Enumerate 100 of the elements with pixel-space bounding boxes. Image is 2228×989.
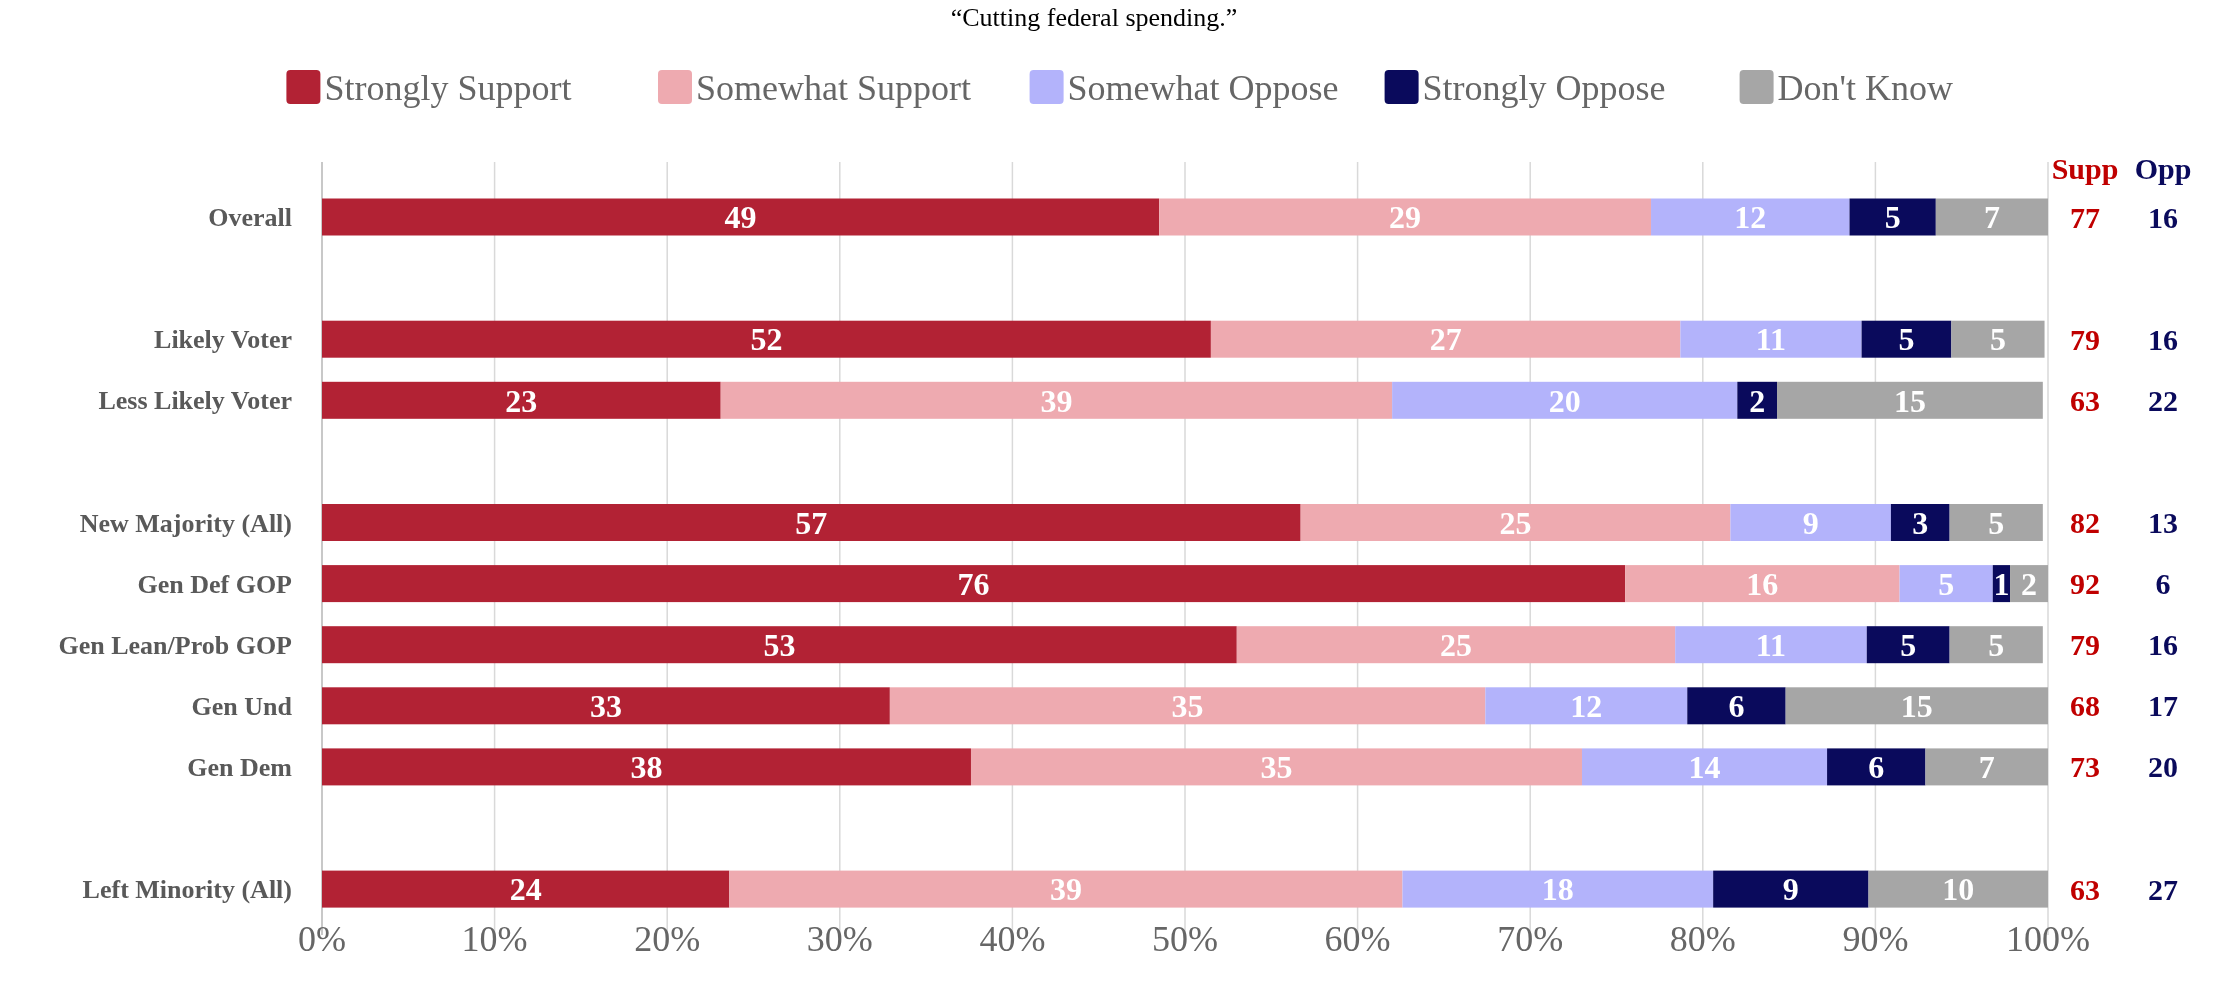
bar — [1861, 320, 1952, 358]
bar — [1866, 626, 1950, 664]
data-label: 52 — [750, 321, 783, 358]
data-label: 2 — [1749, 382, 1766, 419]
x-tick-label: 80% — [1669, 918, 1736, 959]
data-label: 57 — [795, 504, 828, 541]
x-tick-label: 20% — [634, 918, 701, 959]
x-tick-label: 70% — [1497, 918, 1564, 959]
data-label: 3 — [1912, 504, 1929, 541]
data-label: 35 — [1260, 749, 1293, 786]
bar — [889, 687, 1486, 725]
x-tick-label: 10% — [461, 918, 528, 959]
data-label: 29 — [1389, 199, 1422, 236]
data-label: 7 — [1978, 749, 1995, 786]
data-label: 5 — [1989, 321, 2006, 358]
bar — [1687, 687, 1786, 725]
text: 6 — [2155, 567, 2171, 601]
bar — [322, 198, 1160, 236]
bar — [970, 748, 1582, 786]
data-label: 11 — [1755, 626, 1787, 663]
data-label: 9 — [1802, 504, 1819, 541]
data-label: 20 — [1548, 382, 1581, 419]
bar — [1899, 565, 1993, 603]
data-label: 33 — [589, 688, 622, 724]
bar — [1210, 320, 1681, 358]
x-tick-label: 100% — [2006, 918, 2090, 959]
data-label: 5 — [1898, 321, 1915, 358]
data-label: 39 — [1049, 871, 1082, 908]
text: 22 — [2148, 383, 2178, 417]
data-label: 53 — [763, 626, 796, 663]
text: 16 — [2148, 200, 2178, 234]
data-label: 9 — [1782, 871, 1799, 908]
data-label: 38 — [630, 749, 663, 786]
bar — [729, 870, 1403, 908]
data-label: 5 — [1938, 565, 1955, 602]
y-tick-label: Likely Voter — [154, 325, 292, 355]
data-label: 16 — [1746, 565, 1779, 602]
y-tick-label: New Majority (All) — [79, 508, 292, 538]
y-tick-label: Overall — [208, 203, 292, 233]
legend-label: Don't Know — [1777, 67, 1954, 108]
bar — [1581, 748, 1828, 786]
bar — [1402, 870, 1714, 908]
legend-label: Somewhat Support — [696, 67, 971, 108]
bar — [1890, 504, 1950, 541]
bar — [1300, 504, 1731, 541]
data-label: 6 — [1868, 749, 1885, 786]
data-label: 15 — [1900, 688, 1933, 724]
data-label: 49 — [724, 199, 757, 236]
y-tick-label: Gen Lean/Prob GOP — [58, 630, 293, 660]
legend-label: Strongly Support — [324, 67, 572, 108]
data-label: 5 — [1884, 199, 1901, 236]
data-label: 23 — [505, 382, 538, 419]
data-label: 5 — [1988, 626, 2005, 663]
bar — [1713, 870, 1869, 908]
bar — [322, 748, 971, 786]
text: 63 — [2070, 872, 2100, 906]
y-tick-label: Gen Def GOP — [137, 569, 293, 599]
chart-title: “Cutting federal spending.” — [950, 3, 1238, 32]
data-label: 35 — [1171, 688, 1204, 724]
data-label: 12 — [1570, 688, 1603, 724]
text: 92 — [2070, 567, 2100, 601]
text: 79 — [2070, 628, 2100, 662]
bar — [1777, 381, 2043, 419]
text: 82 — [2070, 506, 2100, 539]
legend-label: Somewhat Oppose — [1067, 67, 1339, 108]
text: 20 — [2148, 750, 2178, 784]
y-tick-label: Gen Dem — [187, 753, 293, 782]
data-label: 15 — [1893, 382, 1926, 419]
data-label: 6 — [1728, 688, 1745, 724]
data-label: 25 — [1439, 626, 1472, 663]
bar — [1949, 626, 2043, 664]
bar — [1849, 198, 1936, 236]
x-tick-label: 40% — [979, 918, 1046, 959]
data-label: 24 — [509, 871, 542, 908]
bar — [1951, 320, 2045, 358]
bar — [1730, 504, 1891, 541]
bar — [1236, 626, 1676, 664]
data-label: 11 — [1755, 321, 1787, 358]
data-label: 27 — [1429, 321, 1462, 358]
x-tick-label: 60% — [1324, 918, 1391, 959]
bar — [322, 626, 1237, 664]
bar — [1625, 565, 1900, 603]
bar — [1785, 687, 2048, 725]
data-label: 12 — [1734, 199, 1767, 236]
data-label: 2 — [2021, 565, 2038, 602]
data-label: 10 — [1942, 871, 1975, 908]
y-tick-label: Left Minority (All) — [82, 875, 292, 905]
data-label: 1 — [1993, 565, 2010, 602]
bar — [1651, 198, 1850, 236]
data-label: 18 — [1541, 871, 1574, 908]
y-tick-label: Less Likely Voter — [98, 386, 292, 416]
text: 16 — [2148, 628, 2178, 662]
text: 63 — [2070, 383, 2100, 417]
text: 73 — [2070, 750, 2100, 784]
data-label: 76 — [957, 565, 990, 602]
bar — [1675, 626, 1867, 664]
bar — [322, 565, 1626, 603]
bar — [322, 381, 721, 419]
text: 27 — [2148, 872, 2178, 906]
bar — [322, 320, 1211, 358]
